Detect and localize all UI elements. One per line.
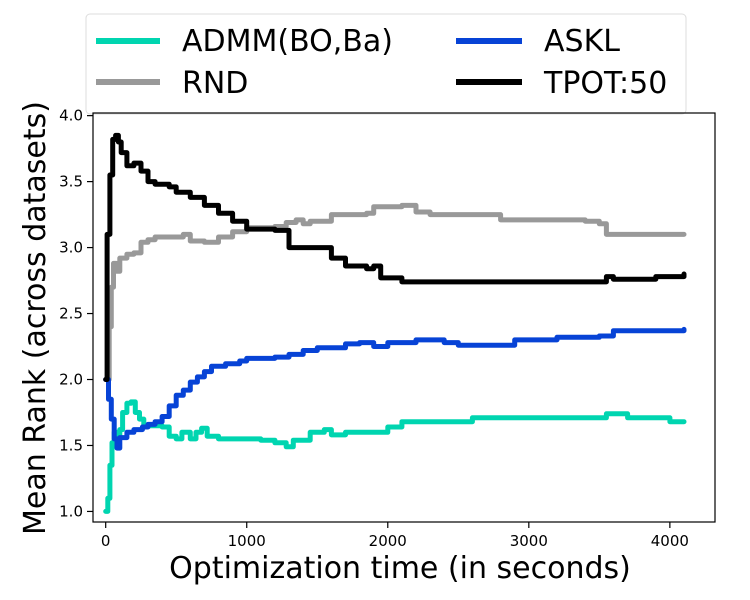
y-tick-label: 2.5 — [59, 305, 83, 323]
series-line-tpot — [103, 132, 687, 382]
y-tick-label: 2.0 — [59, 371, 83, 389]
legend-label-askl: ASKL — [544, 24, 620, 59]
x-axis-label: Optimization time (in seconds) — [169, 551, 631, 586]
y-axis-label: Mean Rank (across datasets) — [18, 101, 53, 535]
axes-frame — [92, 112, 716, 523]
legend-label-tpot: TPOT:50 — [543, 66, 667, 101]
legend-frame — [85, 13, 687, 115]
y-tick-label: 3.5 — [59, 173, 83, 191]
y-tick-label: 1.0 — [59, 502, 83, 520]
x-tick-label: 1000 — [228, 532, 266, 550]
x-tick-label: 2000 — [369, 532, 407, 550]
x-tick-label: 3000 — [510, 532, 548, 550]
plot-area — [92, 112, 716, 523]
legend-label-rnd: RND — [182, 66, 248, 101]
series-layer — [103, 132, 687, 514]
series-line-rnd — [103, 202, 687, 382]
y-tick-label: 3.0 — [59, 239, 83, 257]
legend: ADMM(BO,Ba) RND ASKL TPOT:50 — [85, 13, 687, 115]
x-tick-label: 0 — [101, 532, 111, 550]
legend-label-admm: ADMM(BO,Ba) — [182, 24, 393, 59]
x-tick-label: 4000 — [651, 532, 689, 550]
x-axis-ticks: 0 1000 2000 3000 4000 — [101, 522, 689, 550]
series-line-admm — [103, 399, 687, 514]
y-axis-ticks: 1.0 1.5 2.0 2.5 3.0 3.5 4.0 — [59, 107, 93, 520]
series-line-askl — [103, 326, 687, 451]
y-tick-label: 1.5 — [59, 436, 83, 454]
y-tick-label: 4.0 — [59, 107, 83, 125]
